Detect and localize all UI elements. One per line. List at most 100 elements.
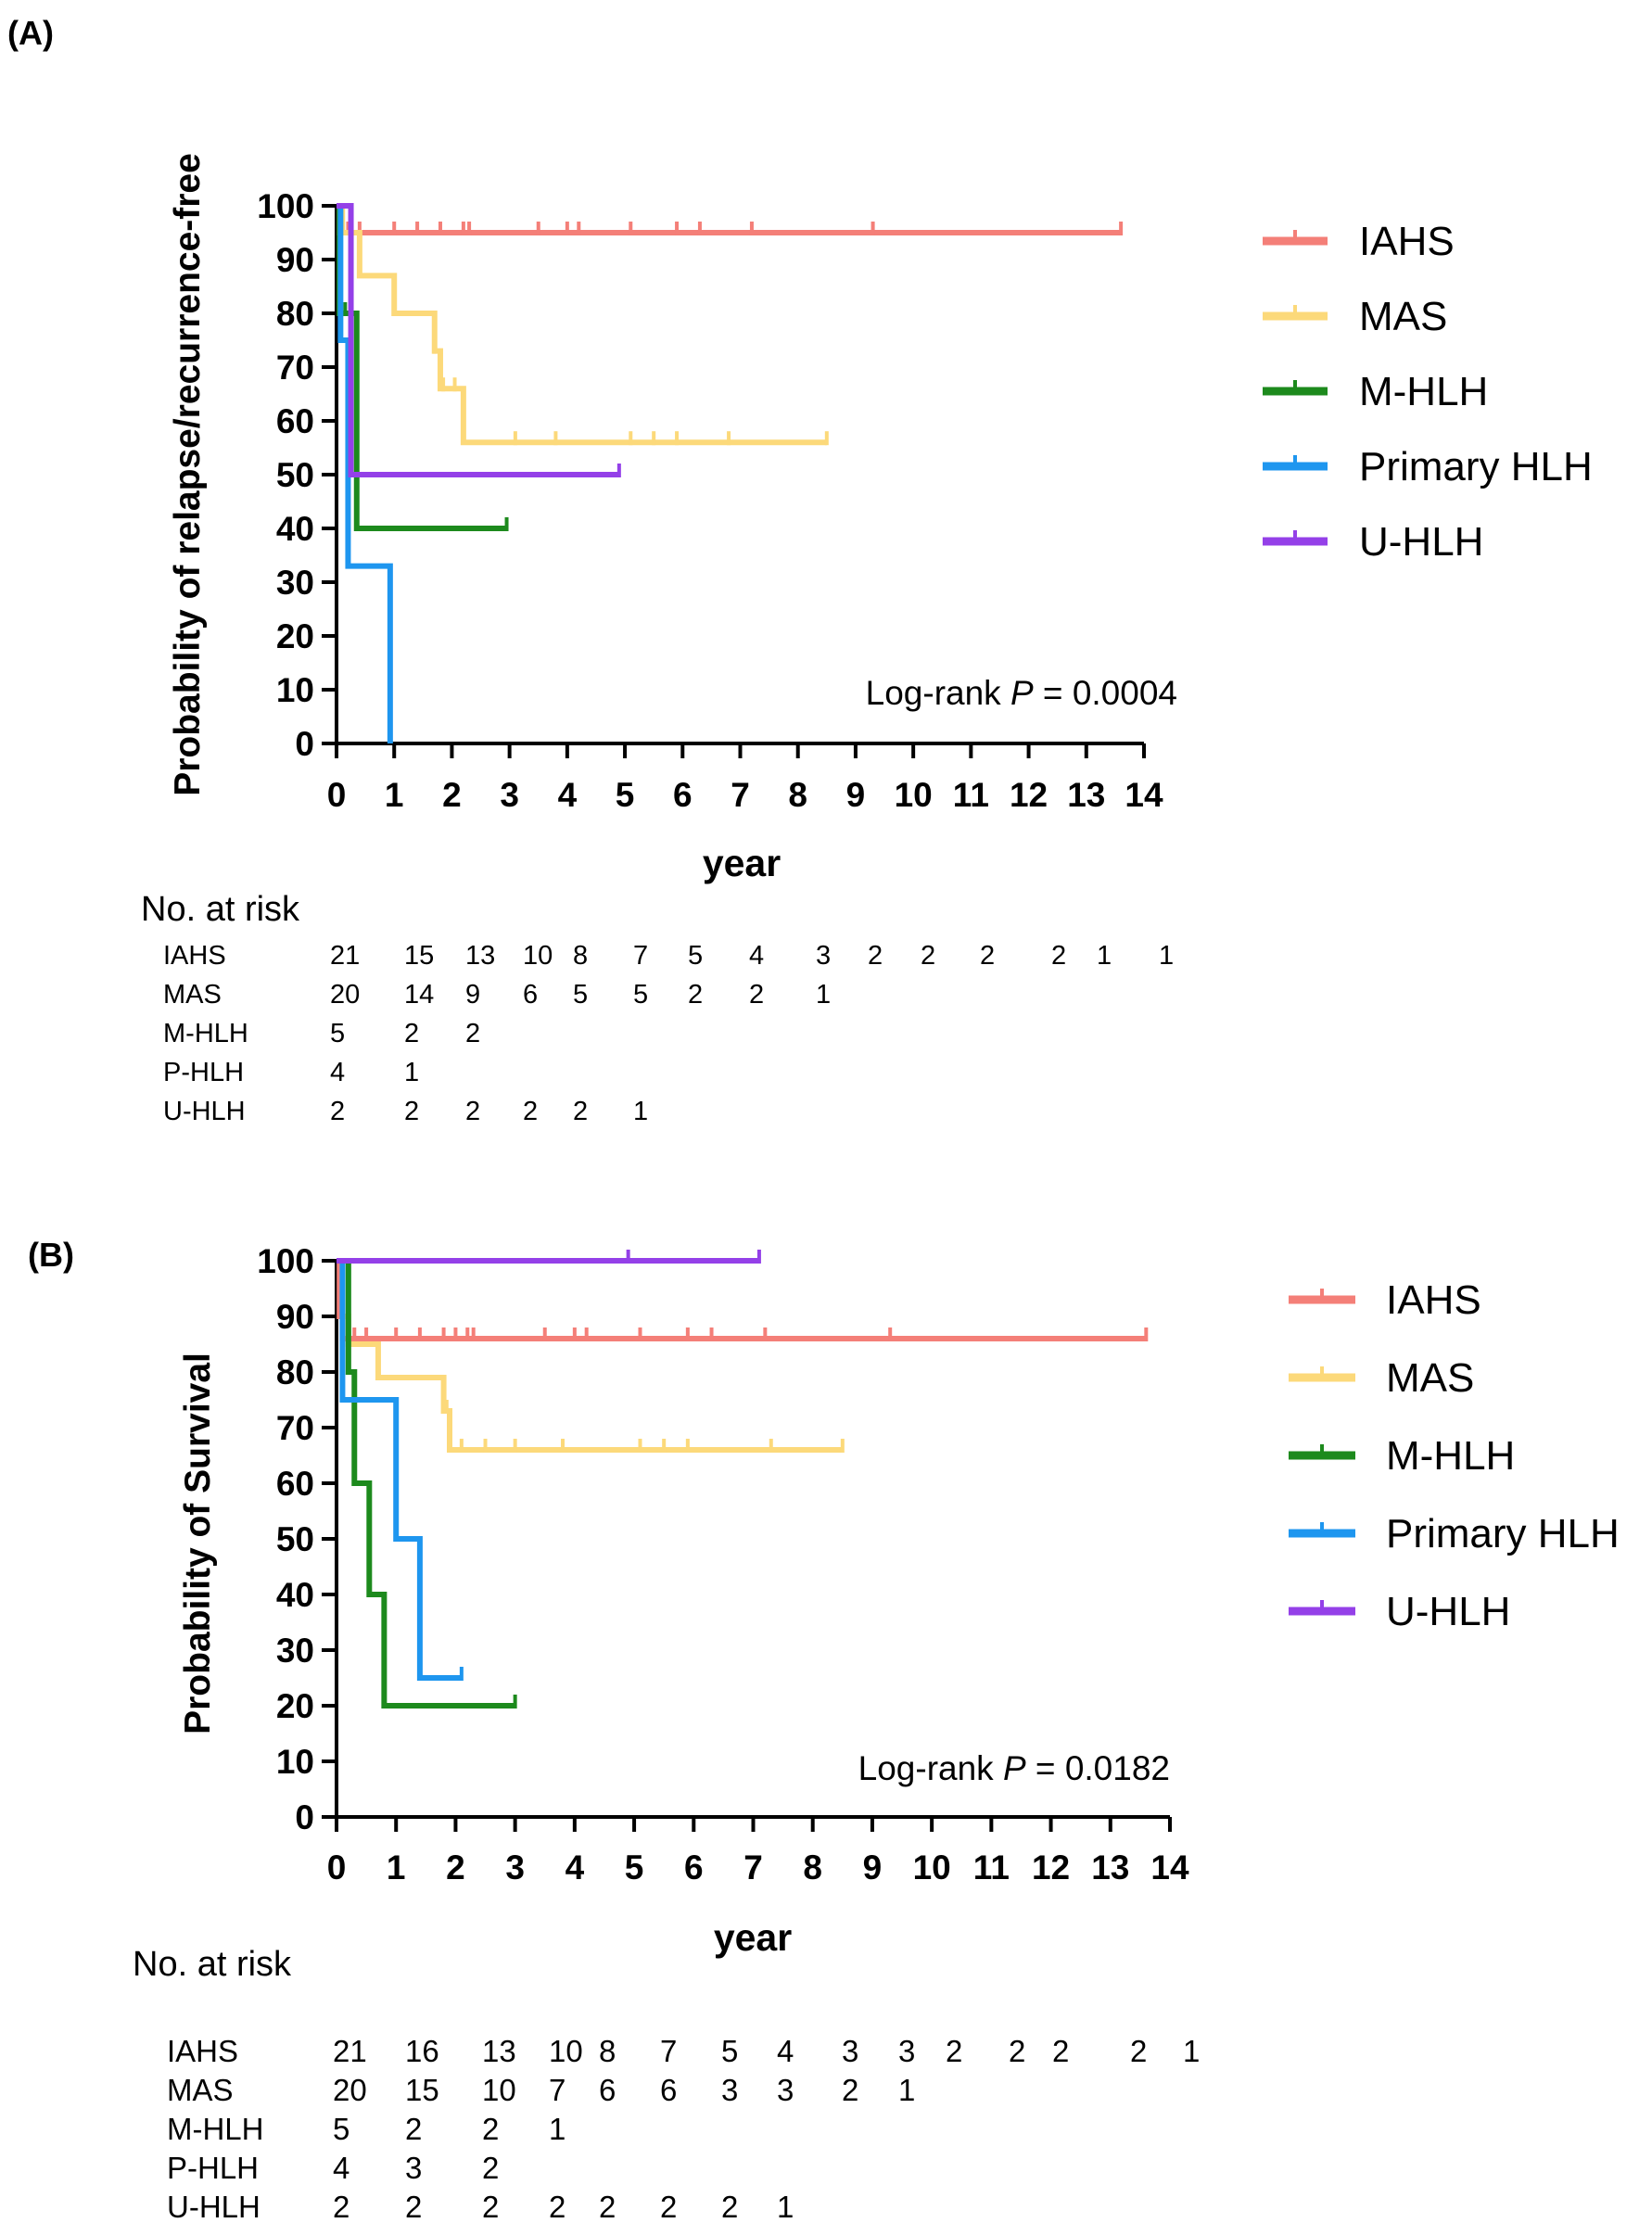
risk-cell: 5 xyxy=(573,980,588,1010)
legend-label: U-HLH xyxy=(1359,519,1483,565)
risk-cell: 2 xyxy=(465,1097,480,1126)
y-tick-label: 50 xyxy=(276,456,314,494)
x-tick-label: 4 xyxy=(565,1848,585,1886)
risk-cell: 3 xyxy=(721,2073,738,2107)
risk-cell: 2 xyxy=(1052,2034,1069,2068)
risk-row-label: M-HLH xyxy=(163,1019,248,1048)
x-tick-label: 11 xyxy=(953,776,989,814)
y-tick-label: 70 xyxy=(276,349,314,387)
risk-cell: 7 xyxy=(633,941,648,971)
risk-cell: 2 xyxy=(573,1097,588,1126)
risk-cell: 1 xyxy=(633,1097,648,1126)
risk-cell: 6 xyxy=(523,980,538,1010)
y-tick-label: 50 xyxy=(276,1520,314,1558)
x-tick-label: 1 xyxy=(387,1848,406,1886)
risk-cell: 2 xyxy=(1009,2034,1025,2068)
risk-cell: 2 xyxy=(688,980,703,1010)
curve-mas xyxy=(337,1258,843,1453)
curve-iahs xyxy=(337,1258,1147,1341)
x-tick-label: 12 xyxy=(1032,1848,1070,1886)
risk-cell: 5 xyxy=(633,980,648,1010)
x-tick-label: 4 xyxy=(558,776,578,814)
y-tick-label: 10 xyxy=(276,671,314,709)
risk-cell: 2 xyxy=(549,2190,565,2223)
curve-mas xyxy=(337,203,827,446)
risk-cell: 2 xyxy=(405,2190,422,2223)
legend-item-m-hlh: M-HLH xyxy=(1289,1433,1515,1479)
risk-cell: 2 xyxy=(721,2190,738,2223)
curve-iahs xyxy=(337,203,1122,235)
x-tick-label: 3 xyxy=(500,776,519,814)
risk-row-label: MAS xyxy=(167,2073,234,2107)
risk-table-title: No. at risk xyxy=(141,890,300,929)
risk-row-label: MAS xyxy=(163,980,222,1010)
risk-cell: 4 xyxy=(777,2034,794,2068)
risk-row-label: IAHS xyxy=(163,941,226,971)
risk-cell: 7 xyxy=(660,2034,677,2068)
y-axis-title: Probability of Survival xyxy=(178,1353,218,1734)
legend-label: Primary HLH xyxy=(1359,444,1593,489)
x-tick-label: 13 xyxy=(1067,776,1105,814)
x-tick-label: 2 xyxy=(446,1848,465,1886)
legend-label: Primary HLH xyxy=(1386,1511,1620,1556)
risk-cell: 1 xyxy=(549,2112,565,2146)
legend-label: M-HLH xyxy=(1386,1433,1515,1479)
x-tick-label: 6 xyxy=(684,1848,704,1886)
risk-cell: 2 xyxy=(921,941,935,971)
x-tick-label: 8 xyxy=(788,776,807,814)
y-tick-label: 90 xyxy=(276,241,314,279)
legend-item-iahs: IAHS xyxy=(1263,219,1455,264)
y-tick-label: 40 xyxy=(276,1576,314,1614)
x-tick-label: 13 xyxy=(1091,1848,1129,1886)
log-rank-annotation: Log-rank P = 0.0182 xyxy=(858,1749,1170,1787)
log-rank-value: = 0.0182 xyxy=(1026,1749,1170,1787)
x-tick-label: 11 xyxy=(973,1848,1010,1886)
risk-row-label: P-HLH xyxy=(163,1058,244,1087)
risk-cell: 8 xyxy=(573,941,588,971)
log-rank-prefix: Log-rank xyxy=(866,674,1010,712)
risk-cell: 2 xyxy=(405,2112,422,2146)
risk-cell: 21 xyxy=(330,941,360,971)
risk-cell: 13 xyxy=(482,2034,516,2068)
risk-row-label: U-HLH xyxy=(163,1097,246,1126)
risk-cell: 16 xyxy=(405,2034,439,2068)
legend-item-primary-hlh: Primary HLH xyxy=(1263,444,1593,489)
risk-cell: 3 xyxy=(816,941,831,971)
risk-cell: 13 xyxy=(465,941,495,971)
x-tick-label: 10 xyxy=(913,1848,951,1886)
risk-cell: 3 xyxy=(777,2073,794,2107)
legend-item-mas: MAS xyxy=(1263,294,1447,339)
risk-cell: 2 xyxy=(868,941,883,971)
risk-row-label: IAHS xyxy=(167,2034,238,2068)
risk-cell: 6 xyxy=(599,2073,616,2107)
log-rank-annotation: Log-rank P = 0.0004 xyxy=(866,674,1177,712)
x-tick-label: 14 xyxy=(1125,776,1163,814)
risk-cell: 2 xyxy=(465,1019,480,1048)
risk-cell: 2 xyxy=(660,2190,677,2223)
y-tick-label: 30 xyxy=(276,564,314,602)
risk-cell: 9 xyxy=(465,980,480,1010)
risk-cell: 5 xyxy=(688,941,703,971)
risk-cell: 2 xyxy=(749,980,764,1010)
risk-cell: 3 xyxy=(898,2034,915,2068)
y-tick-label: 0 xyxy=(295,725,314,763)
y-tick-label: 10 xyxy=(276,1743,314,1781)
risk-table-title: No. at risk xyxy=(133,1945,292,1984)
y-tick-label: 40 xyxy=(276,510,314,548)
x-tick-label: 8 xyxy=(803,1848,822,1886)
risk-cell: 1 xyxy=(1097,941,1112,971)
risk-cell: 1 xyxy=(1159,941,1174,971)
risk-cell: 2 xyxy=(599,2190,616,2223)
risk-cell: 2 xyxy=(842,2073,858,2107)
y-tick-label: 60 xyxy=(276,402,314,440)
risk-cell: 2 xyxy=(330,1097,345,1126)
x-tick-label: 10 xyxy=(895,776,933,814)
x-tick-label: 5 xyxy=(616,776,635,814)
risk-cell: 15 xyxy=(405,2073,439,2107)
risk-cell: 2 xyxy=(404,1019,419,1048)
risk-cell: 2 xyxy=(482,2112,499,2146)
y-tick-label: 60 xyxy=(276,1465,314,1503)
